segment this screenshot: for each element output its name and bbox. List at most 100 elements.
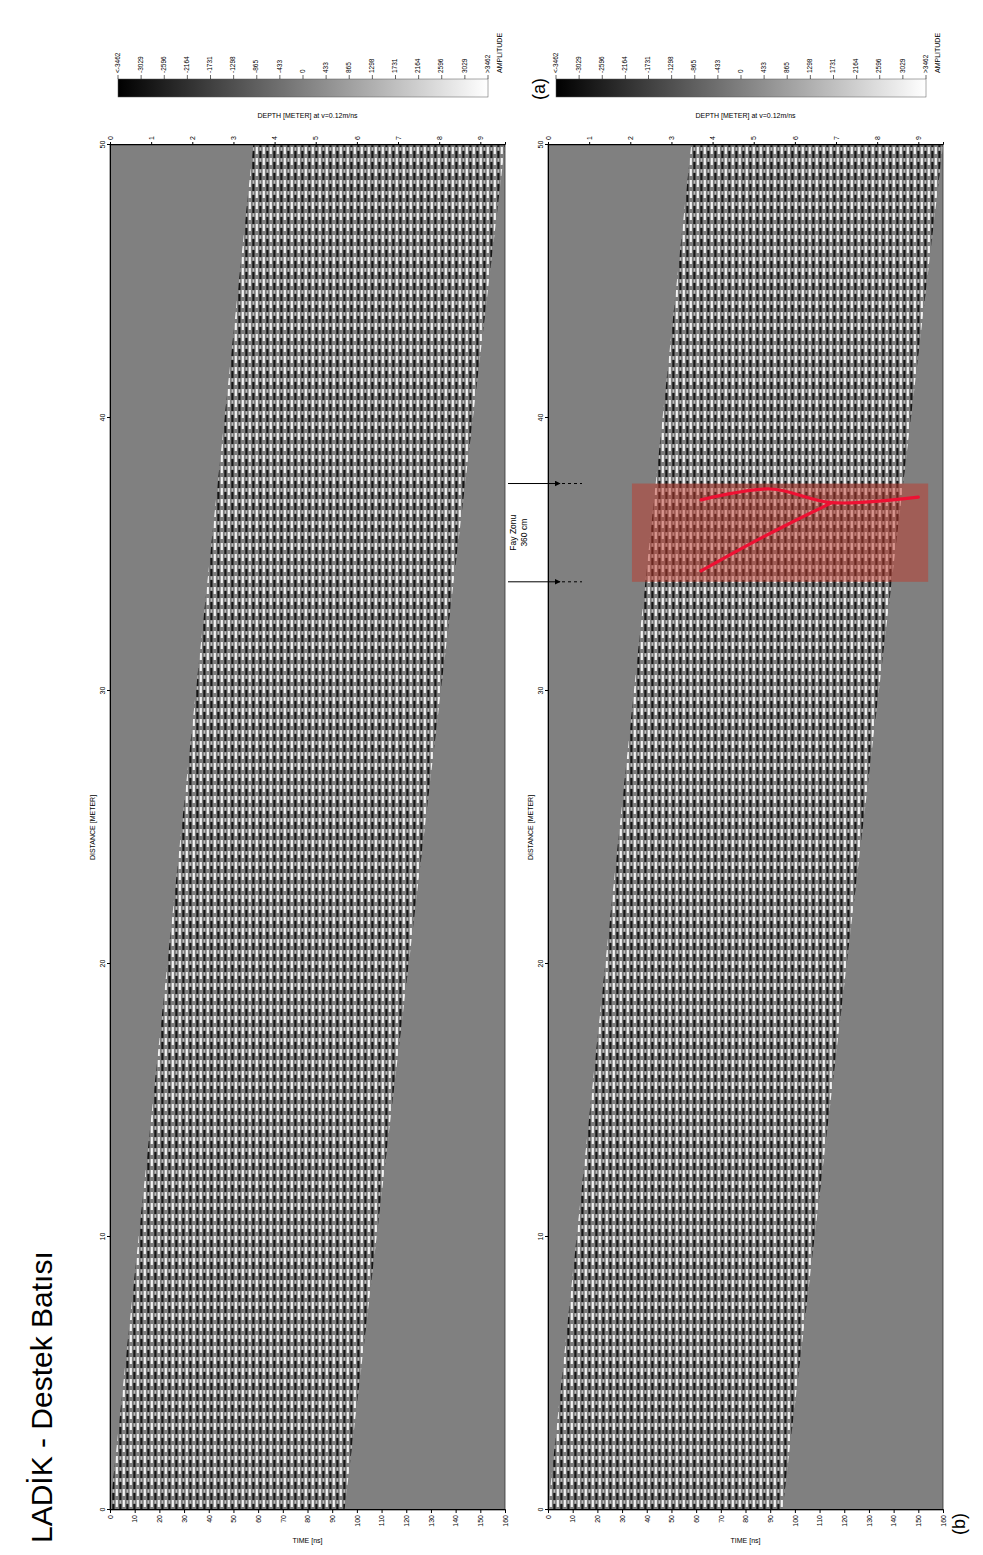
plot-frame xyxy=(110,145,505,1510)
distance-tick-label: 50 xyxy=(537,141,544,149)
time-tick: 50 xyxy=(668,1510,675,1523)
time-tick: 120 xyxy=(403,1510,410,1527)
colorbar-tick xyxy=(164,75,165,79)
time-tick-mark xyxy=(573,1510,574,1513)
colorbar-tick-label: -865 xyxy=(252,60,259,73)
colorbar-tick-label: 1731 xyxy=(829,58,836,73)
time-axis-line xyxy=(111,1510,506,1514)
depth-tick: 0 xyxy=(545,136,552,145)
time-tick-mark xyxy=(406,1510,407,1513)
time-tick-label: 80 xyxy=(742,1515,749,1523)
depth-tick-mark xyxy=(275,142,276,145)
time-tick: 140 xyxy=(890,1510,897,1527)
colorbar-tick xyxy=(418,75,419,79)
time-tick: 40 xyxy=(643,1510,650,1523)
time-axis-title: TIME [ns] xyxy=(731,1537,761,1545)
distance-axis-title: DISTANCE [METER] xyxy=(527,795,535,860)
distance-tick-mark xyxy=(545,690,548,691)
time-tick: 150 xyxy=(477,1510,484,1527)
colorbar-tick xyxy=(141,75,142,79)
colorbar-tick-label: 1298 xyxy=(806,58,813,73)
depth-tick: 5 xyxy=(312,136,319,145)
depth-axis: 0123456789 xyxy=(545,136,944,145)
distance-tick-mark xyxy=(545,144,548,145)
depth-tick-mark xyxy=(548,142,549,145)
time-tick-label: 10 xyxy=(569,1515,576,1523)
colorbar-axis: <-3462-3029-2596-2164-1731-1298-865-4330… xyxy=(114,52,491,79)
time-tick-mark xyxy=(795,1510,796,1513)
colorbar-tick-label: 865 xyxy=(783,62,790,73)
time-tick-label: 150 xyxy=(477,1515,484,1527)
distance-tick-label: 0 xyxy=(537,1507,544,1511)
depth-tick: 0 xyxy=(107,136,114,145)
time-tick-label: 50 xyxy=(230,1515,237,1523)
time-tick: 130 xyxy=(866,1510,873,1527)
distance-tick: 30 xyxy=(99,687,110,695)
time-tick: 100 xyxy=(354,1510,361,1527)
time-tick-mark xyxy=(308,1510,309,1513)
depth-tick-mark xyxy=(671,142,672,145)
depth-tick-mark xyxy=(192,142,193,145)
depth-tick-mark xyxy=(713,142,714,145)
time-tick-label: 140 xyxy=(890,1515,897,1527)
colorbar-tick-label: -2596 xyxy=(160,56,167,73)
time-tick: 90 xyxy=(767,1510,774,1523)
time-tick-label: 130 xyxy=(428,1515,435,1527)
depth-tick-label: 7 xyxy=(395,136,402,140)
time-tick-label: 70 xyxy=(718,1515,725,1523)
time-tick: 10 xyxy=(131,1510,138,1523)
time-tick-mark xyxy=(283,1510,284,1513)
distance-tick-mark xyxy=(107,690,110,691)
depth-tick: 8 xyxy=(436,136,443,145)
colorbar-tick-label: 3029 xyxy=(899,58,906,73)
panel: 01020304050DISTANCE [METER]0102030405060… xyxy=(89,33,549,1545)
time-tick-mark xyxy=(233,1510,234,1513)
colorbar-tick xyxy=(326,75,327,79)
depth-tick-label: 4 xyxy=(709,136,716,140)
colorbar-tick xyxy=(372,75,373,79)
time-tick: 50 xyxy=(230,1510,237,1523)
colorbar-tick-label: -1298 xyxy=(229,56,236,73)
distance-tick: 40 xyxy=(99,414,110,422)
colorbar-tick xyxy=(648,75,649,79)
time-tick-label: 110 xyxy=(816,1515,823,1526)
depth-tick-mark xyxy=(754,142,755,145)
depth-tick-mark xyxy=(836,142,837,145)
colorbar-tick xyxy=(233,75,234,79)
colorbar-tick xyxy=(902,75,903,79)
colorbar-tick xyxy=(579,75,580,79)
time-tick: 120 xyxy=(841,1510,848,1527)
depth-tick: 6 xyxy=(354,136,361,145)
annotation: Fay Zonu xyxy=(508,514,518,550)
annotation-arrow xyxy=(508,581,560,582)
time-tick: 40 xyxy=(205,1510,212,1523)
colorbar-tick-label: -2164 xyxy=(183,56,190,73)
depth-axis-title: DEPTH [METER] at v=0.12m/ns xyxy=(695,112,796,120)
colorbar-tick-label: 1731 xyxy=(391,58,398,73)
time-tick: 90 xyxy=(329,1510,336,1523)
depth-tick-mark xyxy=(795,142,796,145)
distance-tick-label: 30 xyxy=(99,687,106,695)
depth-tick-label: 1 xyxy=(586,136,593,140)
colorbar-tick xyxy=(625,75,626,79)
colorbar-title: AMPLITUDE xyxy=(934,33,941,73)
time-tick-mark xyxy=(110,1510,111,1513)
distance-axis: 01020304050 xyxy=(99,141,111,1512)
colorbar-tick-label: 433 xyxy=(760,62,767,73)
colorbar-tick-label: <-3462 xyxy=(114,52,121,73)
time-tick-label: 160 xyxy=(502,1515,509,1527)
depth-tick: 1 xyxy=(586,136,593,145)
time-tick-label: 80 xyxy=(304,1515,311,1523)
distance-tick: 30 xyxy=(537,687,548,695)
time-tick-mark xyxy=(622,1510,623,1513)
colorbar-tick xyxy=(833,75,834,79)
plot-background xyxy=(548,145,943,1510)
depth-tick: 6 xyxy=(792,136,799,145)
distance-tick-mark xyxy=(107,417,110,418)
colorbar-tick xyxy=(488,75,489,79)
colorbar-tick xyxy=(671,75,672,79)
colorbar-tick xyxy=(464,75,465,79)
time-tick-mark xyxy=(382,1510,383,1513)
distance-tick: 40 xyxy=(537,414,548,422)
time-tick-label: 0 xyxy=(545,1515,552,1519)
